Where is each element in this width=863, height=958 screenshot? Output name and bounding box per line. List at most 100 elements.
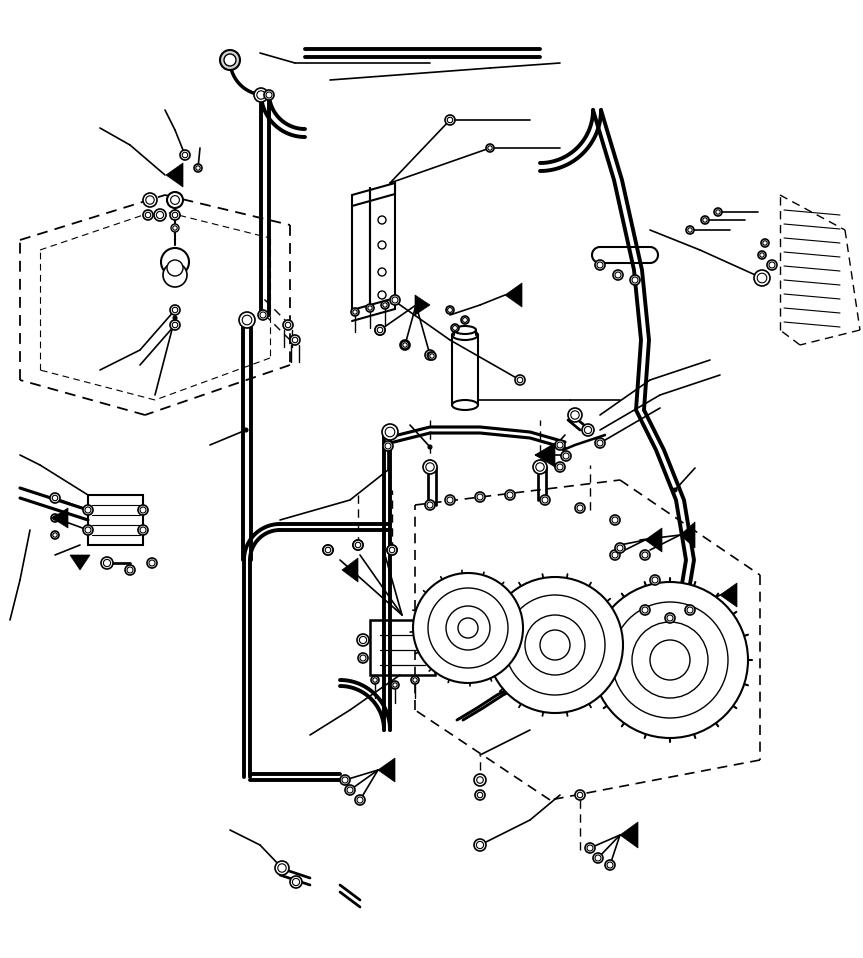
Circle shape <box>632 622 708 698</box>
Circle shape <box>258 310 268 320</box>
Circle shape <box>173 226 177 230</box>
Circle shape <box>640 550 650 560</box>
Circle shape <box>714 208 722 216</box>
Circle shape <box>293 337 298 343</box>
Circle shape <box>401 341 409 349</box>
Circle shape <box>447 497 453 503</box>
Circle shape <box>194 164 202 172</box>
Circle shape <box>452 326 457 331</box>
Circle shape <box>385 443 391 449</box>
Circle shape <box>389 547 394 553</box>
Polygon shape <box>378 758 395 782</box>
Circle shape <box>387 545 397 555</box>
Circle shape <box>373 678 377 682</box>
Circle shape <box>377 328 383 332</box>
Circle shape <box>125 565 135 575</box>
Circle shape <box>378 291 386 299</box>
Circle shape <box>542 497 548 503</box>
Circle shape <box>667 615 673 621</box>
Circle shape <box>477 494 483 500</box>
Circle shape <box>475 790 485 800</box>
Circle shape <box>505 490 515 500</box>
Polygon shape <box>166 163 183 187</box>
Circle shape <box>154 209 166 221</box>
Circle shape <box>615 272 621 278</box>
Circle shape <box>342 777 348 783</box>
Circle shape <box>584 426 592 434</box>
Circle shape <box>425 350 435 360</box>
Circle shape <box>613 270 623 280</box>
Circle shape <box>173 308 178 312</box>
Polygon shape <box>645 528 662 552</box>
Circle shape <box>761 239 769 247</box>
Circle shape <box>701 216 709 224</box>
Circle shape <box>507 492 513 498</box>
Circle shape <box>612 552 618 558</box>
Circle shape <box>428 352 436 360</box>
Circle shape <box>357 797 363 803</box>
Circle shape <box>505 595 605 695</box>
Circle shape <box>595 855 601 861</box>
Circle shape <box>278 864 287 872</box>
Polygon shape <box>52 508 68 528</box>
FancyBboxPatch shape <box>88 495 143 545</box>
Circle shape <box>767 260 777 270</box>
Circle shape <box>769 262 775 268</box>
Circle shape <box>597 262 603 268</box>
Circle shape <box>382 424 398 440</box>
Circle shape <box>597 440 603 446</box>
Circle shape <box>161 248 189 276</box>
Circle shape <box>101 557 113 569</box>
Circle shape <box>85 507 91 513</box>
Circle shape <box>147 558 157 568</box>
Circle shape <box>612 517 618 523</box>
Polygon shape <box>535 443 555 467</box>
Circle shape <box>138 505 148 515</box>
Circle shape <box>427 502 433 508</box>
Circle shape <box>167 192 183 208</box>
Circle shape <box>378 216 386 224</box>
Circle shape <box>428 445 432 449</box>
Circle shape <box>83 525 93 535</box>
Circle shape <box>595 260 605 270</box>
Circle shape <box>446 306 454 314</box>
Polygon shape <box>505 283 522 307</box>
Circle shape <box>286 322 291 328</box>
Circle shape <box>650 575 660 585</box>
Circle shape <box>224 54 236 66</box>
Circle shape <box>652 577 658 583</box>
Circle shape <box>463 318 468 323</box>
Circle shape <box>290 876 302 888</box>
FancyBboxPatch shape <box>370 620 435 675</box>
Circle shape <box>642 607 648 613</box>
Circle shape <box>83 505 93 515</box>
Circle shape <box>607 862 613 868</box>
Circle shape <box>557 464 563 470</box>
Circle shape <box>359 636 367 644</box>
Circle shape <box>642 552 648 558</box>
Circle shape <box>353 309 357 314</box>
Circle shape <box>377 327 383 333</box>
Polygon shape <box>680 522 695 548</box>
Circle shape <box>555 462 565 472</box>
Circle shape <box>244 428 248 432</box>
Circle shape <box>400 340 410 350</box>
Circle shape <box>568 408 582 422</box>
Circle shape <box>171 195 180 204</box>
Circle shape <box>51 514 59 522</box>
Circle shape <box>476 777 483 784</box>
Circle shape <box>355 542 361 548</box>
Circle shape <box>475 492 485 502</box>
Circle shape <box>640 605 650 615</box>
Circle shape <box>555 440 565 450</box>
Circle shape <box>378 268 386 276</box>
Circle shape <box>474 839 486 851</box>
Circle shape <box>239 312 255 328</box>
Circle shape <box>448 308 452 312</box>
Circle shape <box>355 795 365 805</box>
Circle shape <box>715 210 721 215</box>
Circle shape <box>592 582 748 738</box>
Circle shape <box>582 424 594 436</box>
Circle shape <box>149 560 155 566</box>
Circle shape <box>163 263 187 287</box>
